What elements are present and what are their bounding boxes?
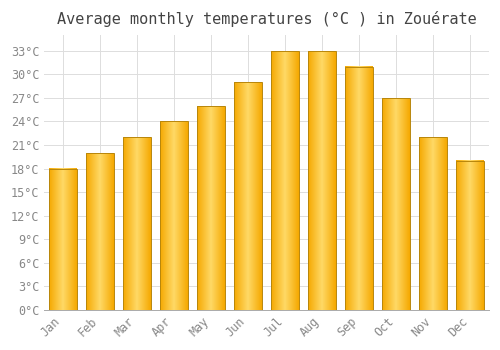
Bar [346, 66, 373, 310]
Bar [197, 106, 225, 310]
Bar [272, 51, 299, 310]
Bar [456, 161, 484, 310]
Bar [160, 121, 188, 310]
Bar [420, 137, 447, 310]
Bar [308, 51, 336, 310]
Bar [86, 153, 114, 310]
Bar [49, 169, 77, 310]
Title: Average monthly temperatures (°C ) in Zouérate: Average monthly temperatures (°C ) in Zo… [57, 11, 476, 27]
Bar [382, 98, 410, 310]
Bar [123, 137, 151, 310]
Bar [234, 82, 262, 310]
